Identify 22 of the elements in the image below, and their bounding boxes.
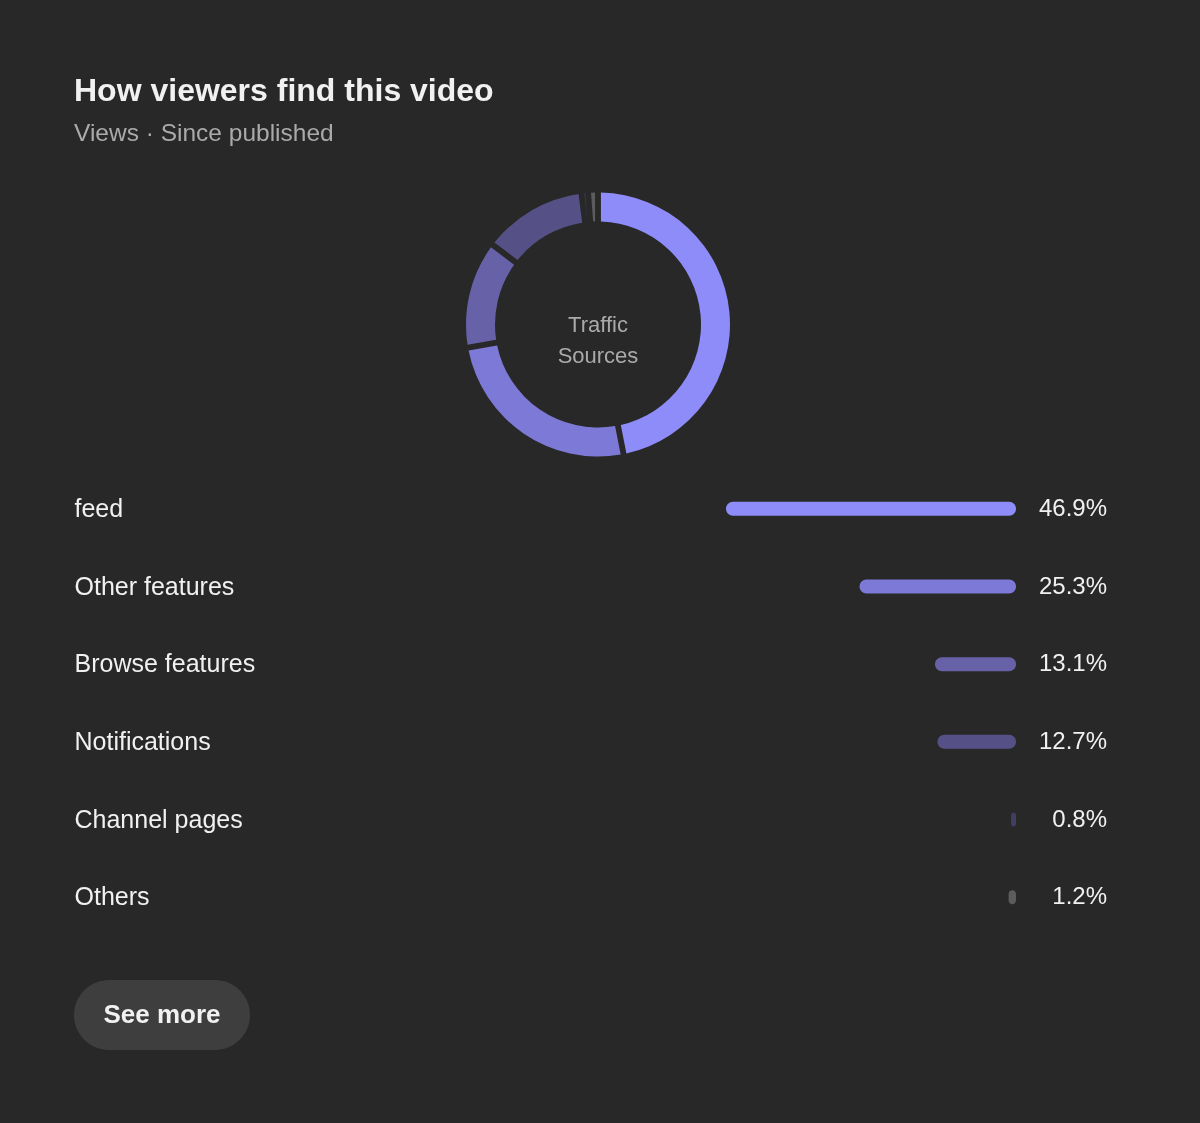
y-tick-label: feed: [74, 493, 124, 522]
data-label: 12.7%: [1038, 726, 1107, 754]
bar: [726, 501, 1016, 516]
data-label: 0.8%: [1052, 804, 1107, 832]
y-tick-label: Browse features: [74, 649, 256, 678]
y-tick-label: Other features: [74, 571, 235, 600]
y-tick-label: Others: [74, 882, 150, 911]
text: Views · Since published: [74, 118, 334, 146]
bar: [935, 657, 1016, 672]
text: See more: [103, 999, 221, 1029]
data-label: 46.9%: [1038, 493, 1107, 521]
bar: [859, 579, 1016, 594]
data-label: 25.3%: [1038, 571, 1107, 599]
data-label: 1.2%: [1052, 882, 1107, 910]
donut-slice: [466, 247, 515, 345]
donut-slice: [494, 193, 583, 261]
y-tick-label: Channel pages: [74, 804, 243, 833]
y-tick-label: Notifications: [74, 726, 211, 755]
data-label: 13.1%: [1038, 649, 1107, 677]
bar: [937, 734, 1016, 749]
chart-title: How viewers find this video: [74, 71, 494, 108]
text: Traffic Sources: [557, 311, 639, 368]
